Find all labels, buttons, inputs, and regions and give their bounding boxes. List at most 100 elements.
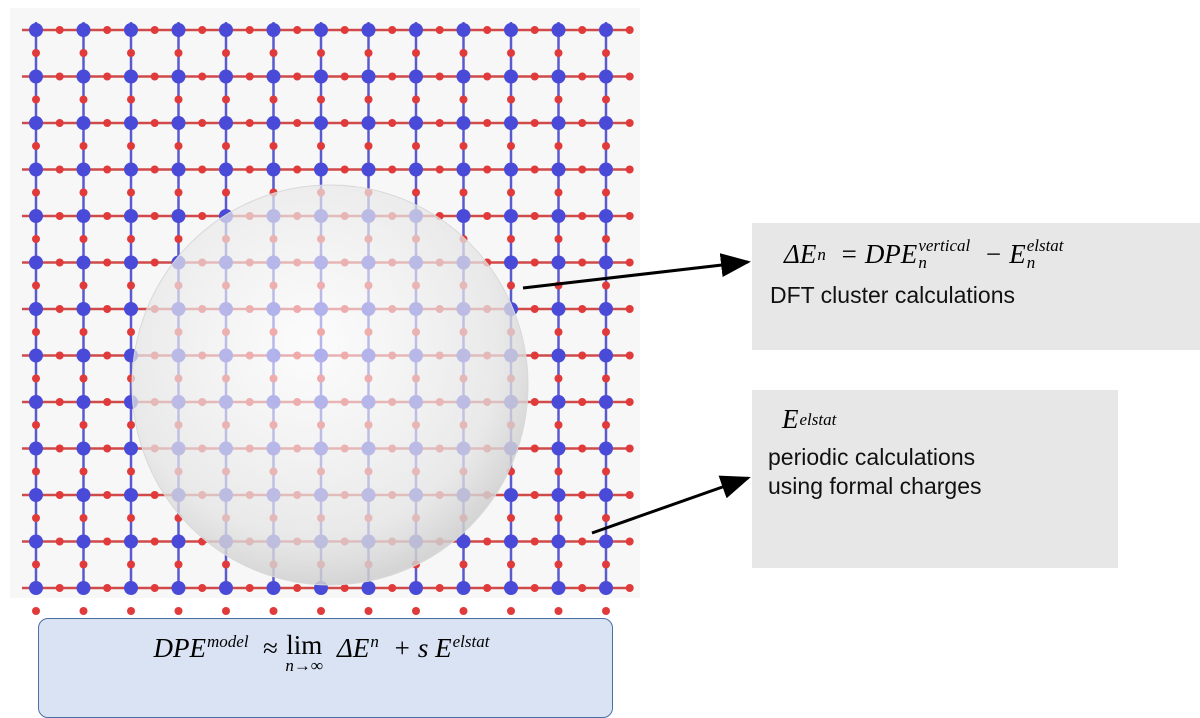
oxygen-atom — [507, 514, 515, 522]
oxygen-atom — [483, 166, 491, 174]
caption: DFT cluster calculations — [770, 281, 1200, 310]
metal-atom — [552, 395, 566, 409]
metal-atom — [552, 488, 566, 502]
metal-atom — [29, 442, 43, 456]
metal-atom — [77, 535, 91, 549]
metal-atom — [552, 581, 566, 595]
oxygen-atom — [151, 584, 159, 592]
oxygen-atom — [56, 538, 64, 546]
oxygen-atom — [270, 142, 278, 150]
oxygen-atom — [555, 96, 563, 104]
metal-atom — [362, 70, 376, 84]
metal-atom — [504, 116, 518, 130]
oxygen-atom — [175, 189, 183, 197]
metal-atom — [409, 70, 423, 84]
oxygen-atom — [80, 375, 88, 383]
metal-atom — [552, 349, 566, 363]
metal-atom — [77, 256, 91, 270]
oxygen-atom — [127, 142, 135, 150]
oxygen-atom — [175, 96, 183, 104]
oxygen-atom — [32, 421, 40, 429]
oxygen-atom — [80, 328, 88, 336]
metal-atom — [457, 209, 471, 223]
oxygen-atom — [270, 607, 278, 615]
oxygen-atom — [578, 445, 586, 453]
metal-atom — [29, 535, 43, 549]
metal-atom — [77, 23, 91, 37]
oxygen-atom — [578, 73, 586, 81]
oxygen-atom — [127, 514, 135, 522]
metal-atom — [29, 116, 43, 130]
oxygen-atom — [436, 26, 444, 34]
oxygen-atom — [32, 49, 40, 57]
subscript: n — [918, 254, 970, 271]
oxygen-atom — [507, 561, 515, 569]
oxygen-atom — [531, 119, 539, 127]
oxygen-atom — [317, 49, 325, 57]
periodic-box: Eelstat periodic calculations using form… — [752, 390, 1118, 568]
oxygen-atom — [578, 538, 586, 546]
metal-atom — [124, 116, 138, 130]
oxygen-atom — [270, 96, 278, 104]
oxygen-atom — [80, 49, 88, 57]
oxygen-atom — [246, 26, 254, 34]
oxygen-atom — [222, 561, 230, 569]
oxygen-atom — [578, 259, 586, 267]
oxygen-atom — [626, 305, 634, 313]
oxygen-atom — [388, 166, 396, 174]
metal-atom — [599, 302, 613, 316]
metal-atom — [599, 581, 613, 595]
oxygen-atom — [246, 73, 254, 81]
oxygen-atom — [341, 73, 349, 81]
oxygen-atom — [175, 235, 183, 243]
oxygen-atom — [341, 119, 349, 127]
oxygen-atom — [555, 607, 563, 615]
oxygen-atom — [127, 328, 135, 336]
metal-atom — [77, 302, 91, 316]
metal-atom — [29, 395, 43, 409]
oxygen-atom — [602, 96, 610, 104]
diagram — [0, 0, 1200, 701]
symbol: ΔE — [337, 633, 369, 664]
oxygen-atom — [531, 212, 539, 220]
metal-atom — [77, 349, 91, 363]
cluster-sphere — [132, 185, 528, 585]
metal-atom — [29, 488, 43, 502]
metal-atom — [29, 163, 43, 177]
metal-atom — [29, 23, 43, 37]
metal-atom — [77, 70, 91, 84]
oxygen-atom — [222, 96, 230, 104]
metal-atom — [599, 349, 613, 363]
oxygen-atom — [507, 607, 515, 615]
scripts: model — [207, 633, 249, 650]
oxygen-atom — [436, 73, 444, 81]
metal-atom — [599, 116, 613, 130]
metal-atom — [362, 23, 376, 37]
oxygen-atom — [412, 49, 420, 57]
metal-atom — [552, 256, 566, 270]
oxygen-atom — [246, 584, 254, 592]
oxygen-atom — [531, 584, 539, 592]
metal-atom — [314, 163, 328, 177]
oxygen-atom — [483, 26, 491, 34]
oxygen-atom — [56, 212, 64, 220]
oxygen-atom — [507, 142, 515, 150]
oxygen-atom — [32, 282, 40, 290]
oxygen-atom — [555, 421, 563, 429]
scripts: verticaln — [918, 237, 970, 271]
metal-atom — [124, 256, 138, 270]
metal-atom — [172, 163, 186, 177]
oxygen-atom — [103, 305, 111, 313]
oxygen-atom — [626, 212, 634, 220]
oxygen-atom — [578, 584, 586, 592]
oxygen-atom — [56, 584, 64, 592]
oxygen-atom — [56, 73, 64, 81]
oxygen-atom — [80, 189, 88, 197]
oxygen-atom — [365, 49, 373, 57]
oxygen-atom — [531, 73, 539, 81]
oxygen-atom — [483, 73, 491, 81]
metal-atom — [172, 209, 186, 223]
oxygen-atom — [460, 561, 468, 569]
oxygen-atom — [56, 119, 64, 127]
oxygen-atom — [341, 166, 349, 174]
